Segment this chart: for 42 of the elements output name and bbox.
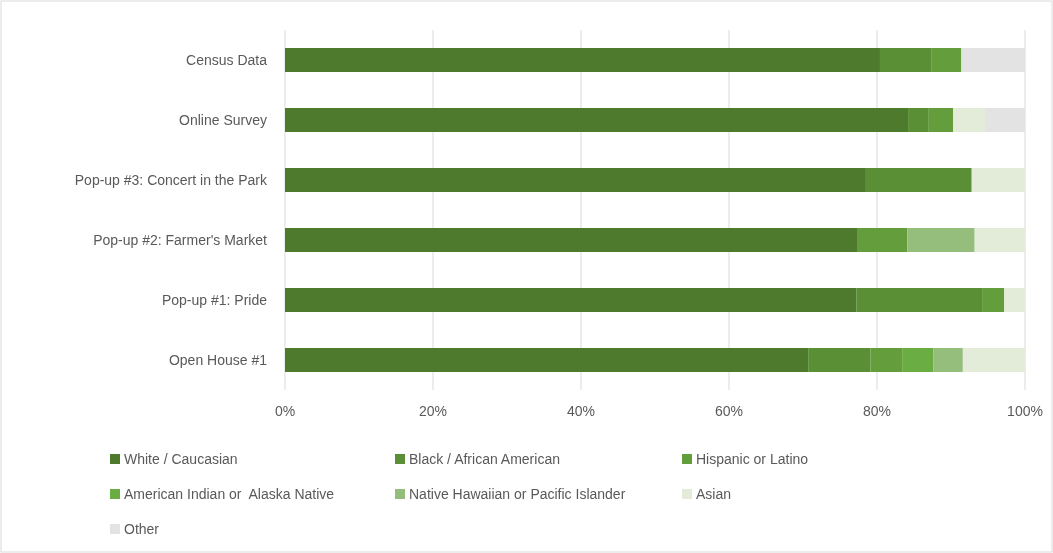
bar: [974, 228, 1025, 252]
bar: [879, 48, 932, 72]
bar: [285, 288, 857, 312]
bar: [808, 348, 871, 372]
legend-label: White / Caucasian: [124, 450, 238, 467]
y-tick-label: Pop-up #2: Farmer's Market: [93, 231, 268, 248]
bar: [285, 48, 880, 72]
y-tick-label: Pop-up #3: Concert in the Park: [74, 171, 268, 188]
y-tick-label: Online Survey: [179, 111, 267, 128]
bar: [870, 348, 903, 372]
bar: [908, 108, 929, 132]
bar: [285, 228, 858, 252]
legend-label: Hispanic or Latino: [696, 450, 809, 467]
bar: [971, 168, 1025, 192]
y-tick-label: Pop-up #1: Pride: [161, 291, 268, 308]
legend-label: Black / African American: [409, 450, 560, 467]
bar: [285, 108, 909, 132]
bar: [285, 168, 866, 192]
legend-label: American Indian or Alaska Native: [124, 485, 335, 502]
bar: [928, 108, 954, 132]
legend-label: Asian: [696, 485, 732, 502]
x-tick-label: 60%: [714, 402, 744, 419]
bar: [907, 228, 975, 252]
x-tick-label: 100%: [1007, 402, 1043, 419]
y-tick-label: Open House #1: [168, 351, 268, 368]
x-tick-label: 0%: [274, 402, 296, 419]
bar: [962, 348, 1025, 372]
legend-label: Other: [124, 520, 160, 537]
bar: [856, 288, 983, 312]
x-tick-label: 20%: [418, 402, 448, 419]
bar: [857, 228, 908, 252]
bar: [1004, 288, 1025, 312]
legend-label: Native Hawaiian or Pacific Islander: [409, 485, 626, 502]
bar: [865, 168, 972, 192]
bar: [933, 348, 963, 372]
bar: [982, 288, 1005, 312]
x-tick-label: 80%: [862, 402, 892, 419]
y-tick-label: Census Data: [186, 51, 268, 68]
x-tick-label: 40%: [566, 402, 596, 419]
bar: [902, 348, 934, 372]
bar: [931, 48, 962, 72]
bar: [285, 348, 809, 372]
